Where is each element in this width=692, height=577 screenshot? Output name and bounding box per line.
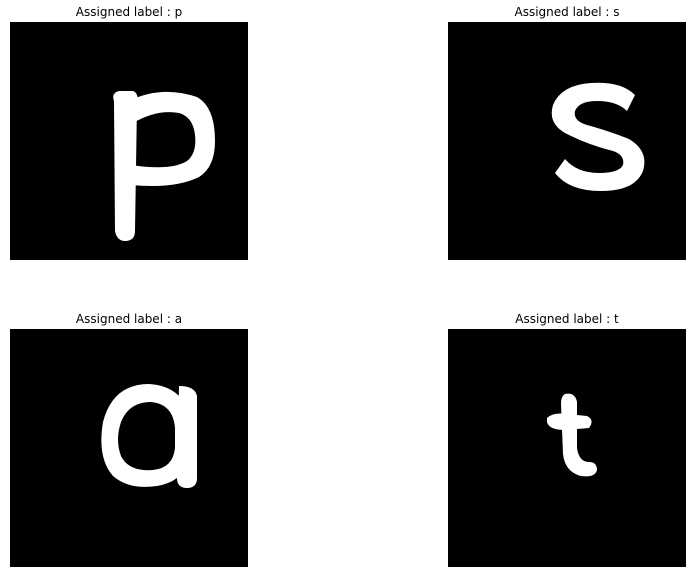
- letter-image-t: [448, 329, 686, 567]
- panel-title: Assigned label : t: [515, 312, 619, 326]
- panel-title: Assigned label : p: [75, 5, 183, 19]
- letter-p-glyph: [113, 91, 215, 241]
- letter-image-p: [10, 22, 248, 260]
- letter-t-glyph: [547, 393, 597, 477]
- letter-s-glyph: [551, 82, 645, 191]
- letter-image-s: [448, 22, 686, 260]
- panel-title: Assigned label : a: [75, 312, 183, 326]
- letter-image-a: [10, 329, 248, 567]
- panel-title: Assigned label : s: [514, 5, 620, 19]
- letter-a-glyph: [101, 384, 197, 488]
